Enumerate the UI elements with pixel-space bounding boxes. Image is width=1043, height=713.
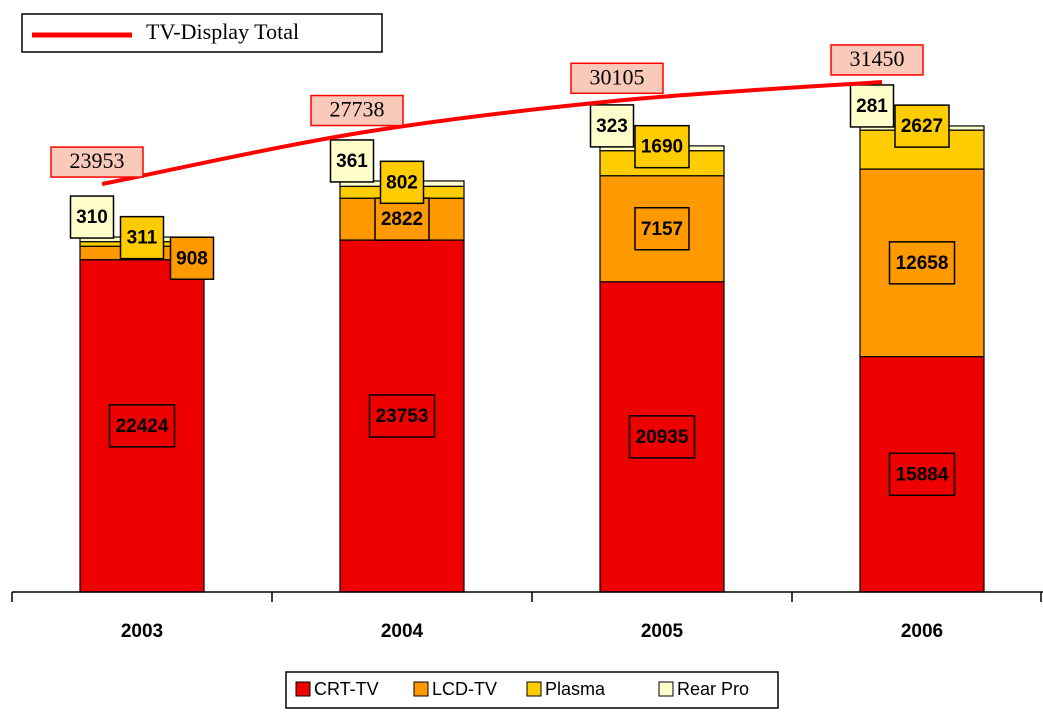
- data-label: 23953: [70, 148, 125, 173]
- data-label-box: [310, 94, 404, 127]
- legend-swatch: [526, 681, 542, 697]
- data-label: 311: [127, 228, 158, 249]
- data-label-box: [108, 404, 176, 448]
- data-label: 7157: [641, 219, 683, 240]
- data-label-box: [888, 452, 956, 497]
- data-label-box: [69, 195, 115, 239]
- x-tick-label: 2006: [901, 621, 943, 642]
- legend-label: LCD-TV: [432, 679, 497, 699]
- data-label: 310: [76, 207, 108, 228]
- data-label: 802: [386, 172, 418, 193]
- data-label: 361: [336, 151, 368, 172]
- data-label: 22424: [116, 416, 169, 437]
- data-label: 2627: [901, 116, 943, 137]
- data-label: 323: [596, 116, 628, 137]
- data-label: 27738: [330, 97, 385, 122]
- data-label: 31450: [850, 46, 905, 71]
- x-tick-label: 2005: [641, 621, 684, 642]
- data-label-box: [634, 124, 690, 169]
- data-label-box: [368, 394, 436, 438]
- data-label-box: [894, 104, 950, 148]
- data-label-box: [888, 241, 956, 285]
- data-label-box: [830, 44, 924, 76]
- legend-swatch: [658, 681, 674, 697]
- data-label-box: [169, 236, 215, 281]
- legend-swatch: [295, 681, 311, 697]
- data-label-box: [379, 160, 425, 205]
- legend-swatch: [413, 681, 429, 697]
- data-label-box: [589, 104, 635, 148]
- data-label-box: [849, 84, 895, 128]
- data-label: 30105: [590, 64, 645, 89]
- data-label: 908: [176, 248, 208, 269]
- data-label: 20935: [636, 427, 689, 448]
- data-label: 1690: [641, 137, 683, 158]
- total-line: [101, 79, 883, 187]
- data-label: 281: [856, 96, 888, 117]
- data-label-box: [329, 139, 375, 183]
- data-label: 15884: [896, 464, 949, 485]
- data-label-box: [50, 146, 144, 178]
- data-label-box: [628, 415, 696, 459]
- x-tick-label: 2004: [381, 621, 424, 642]
- legend-label: Plasma: [545, 679, 606, 699]
- data-label: 2822: [381, 209, 423, 230]
- data-label-box: [374, 197, 430, 241]
- x-tick-label: 2003: [121, 621, 163, 642]
- data-label-box: [119, 215, 165, 260]
- data-label-box: [570, 62, 664, 95]
- data-label: 12658: [896, 253, 949, 274]
- legend-label: TV-Display Total: [146, 19, 299, 44]
- data-label-box: [634, 206, 690, 251]
- legend-label: Rear Pro: [677, 679, 749, 699]
- data-label: 23753: [376, 406, 429, 427]
- legend-label: CRT-TV: [314, 679, 379, 699]
